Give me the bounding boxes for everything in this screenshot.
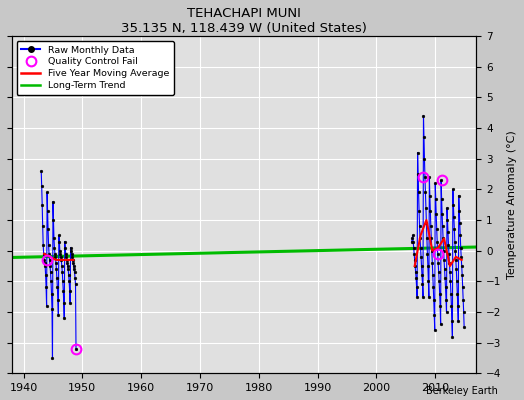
Title: TEHACHAPI MUNI
35.135 N, 118.439 W (United States): TEHACHAPI MUNI 35.135 N, 118.439 W (Unit… (121, 7, 367, 35)
Text: Berkeley Earth: Berkeley Earth (426, 386, 498, 396)
Legend: Raw Monthly Data, Quality Control Fail, Five Year Moving Average, Long-Term Tren: Raw Monthly Data, Quality Control Fail, … (17, 41, 174, 95)
Y-axis label: Temperature Anomaly (°C): Temperature Anomaly (°C) (507, 130, 517, 279)
